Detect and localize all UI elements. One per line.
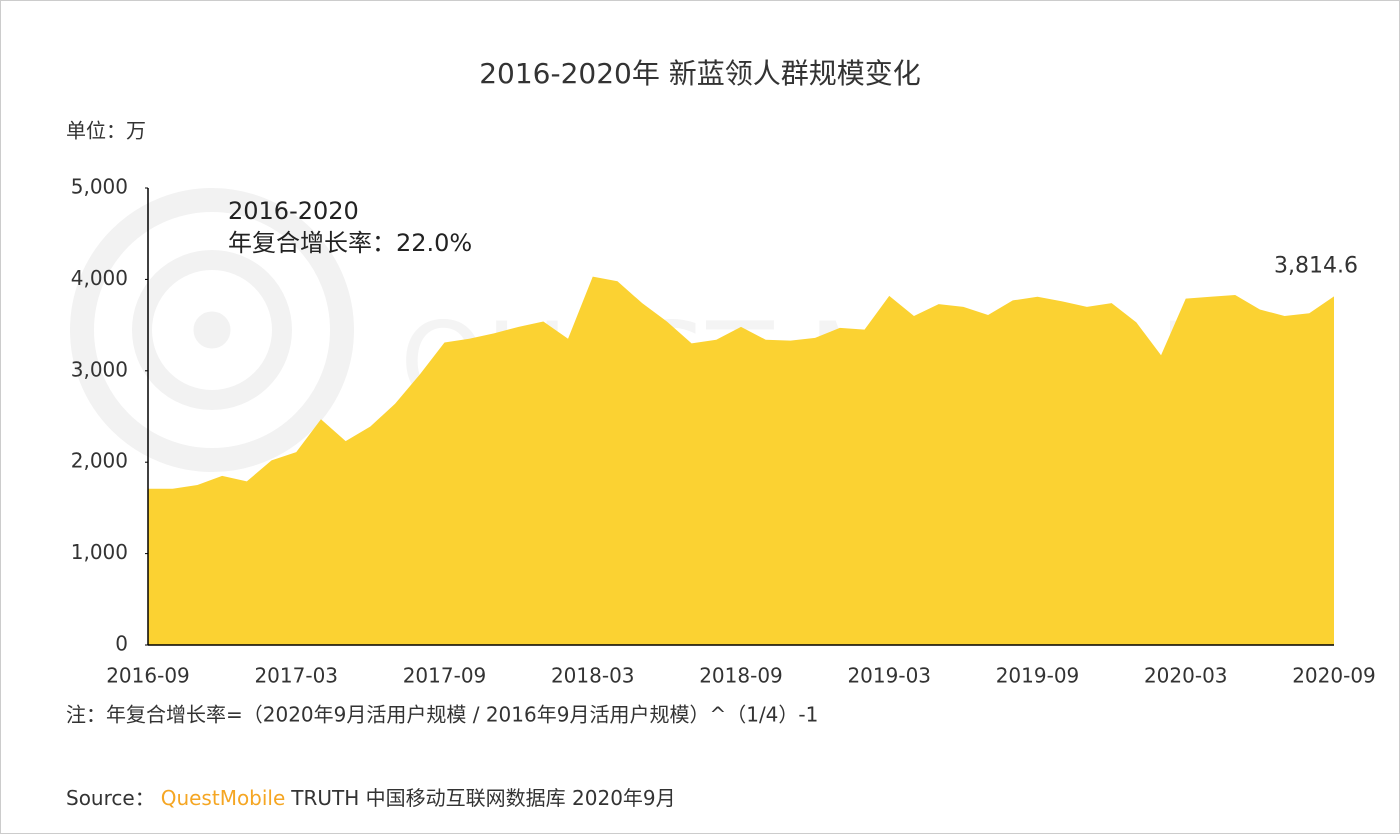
- source-prefix: Source：: [66, 786, 155, 810]
- source-text: TRUTH 中国移动互联网数据库 2020年9月: [290, 786, 675, 810]
- x-tick-label: 2019-03: [847, 664, 931, 688]
- annotation-title: 2016-2020: [228, 197, 359, 225]
- x-tick-label: 2020-03: [1144, 664, 1228, 688]
- y-tick-label: 3,000: [71, 357, 128, 381]
- y-tick-label: 2,000: [71, 449, 128, 473]
- x-tick-label: 2019-09: [996, 664, 1080, 688]
- watermark-logo: [70, 188, 354, 472]
- x-tick-label: 2017-03: [254, 664, 338, 688]
- source-brand: QuestMobile: [161, 786, 286, 810]
- y-tick-label: 4,000: [71, 266, 128, 290]
- note: 注：年复合增长率=（2020年9月活用户规模 / 2016年9月活用户规模）^（…: [66, 703, 818, 727]
- source-label: Source： QuestMobile TRUTH 中国移动互联网数据库 2020年…: [66, 786, 676, 810]
- unit-label: 单位：万: [66, 119, 146, 143]
- x-tick-label: 2018-09: [699, 664, 783, 688]
- y-tick-label: 0: [115, 632, 128, 656]
- y-tick-label: 1,000: [71, 540, 128, 564]
- chart-title: 2016-2020年 新蓝领人群规模变化: [479, 57, 921, 90]
- x-tick-label: 2018-03: [551, 664, 635, 688]
- annotation-text: 年复合增长率：22.0%: [228, 229, 472, 257]
- y-tick-label: 5,000: [71, 175, 128, 199]
- x-tick-label: 2016-09: [106, 664, 190, 688]
- x-tick-label: 2017-09: [403, 664, 487, 688]
- x-tick-label: 2020-09: [1292, 664, 1376, 688]
- area: [148, 276, 1334, 645]
- value-label: 3,814.6: [1274, 253, 1358, 278]
